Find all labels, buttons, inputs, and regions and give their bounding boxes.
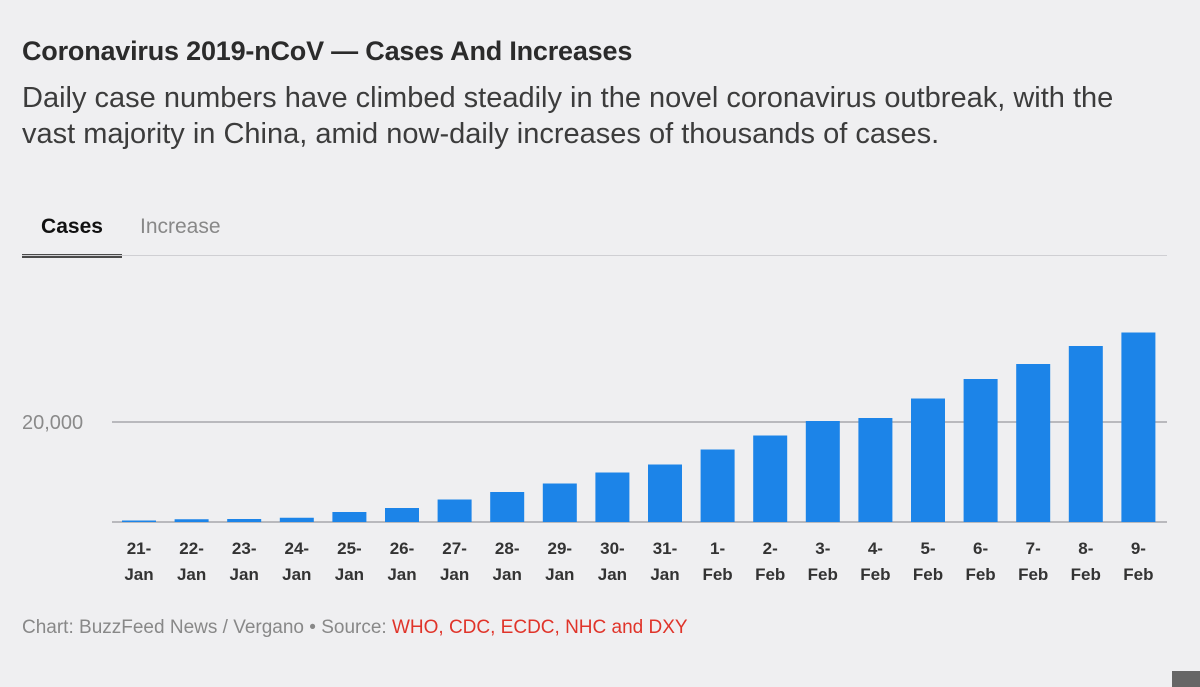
tab-cases[interactable]: Cases [22,212,122,258]
x-tick-label: 6-Feb [965,539,995,584]
bar [437,499,472,522]
bar [805,421,840,522]
bar [963,379,998,522]
source-link[interactable]: WHO, CDC, ECDC, NHC and DXY [391,617,688,638]
y-tick-label: 20,000 [22,412,83,434]
bar [332,512,367,522]
x-tick-label: 28-Jan [493,539,522,584]
x-tick-label: 2-Feb [755,539,785,584]
bar-chart: 20,000 21-Jan 22-Jan 23-Jan 24-Jan 25-Jan 26-J… [22,332,1167,584]
footer-separator: • [303,617,322,638]
x-tick-label: 31-Jan [650,539,679,584]
x-tick-label: 5-Feb [913,539,943,584]
bar [1068,346,1103,522]
chart-subtitle: Daily case numbers have climbed steadily… [22,82,1114,150]
tab-increase[interactable]: Increase [140,215,221,238]
x-tick-label: 7-Feb [1018,539,1048,584]
x-tick-label: 23-Jan [230,539,259,584]
bar [595,472,630,522]
corner-tab [1172,671,1200,687]
x-tick-label: 24-Jan [282,539,311,584]
bar [700,449,735,522]
x-tick-label: 22-Jan [177,539,206,584]
bar [385,508,419,522]
x-tick-label: 30-Jan [598,539,627,584]
x-tick-label: 9-Feb [1123,539,1153,584]
x-tick-label: 4-Feb [860,539,890,584]
tabs-divider [22,255,1167,256]
x-tick-label: 3-Feb [808,539,838,584]
x-tick-label: 26-Jan [387,539,416,584]
chart-credit: Chart: BuzzFeed News / Vergano [22,617,304,638]
bar [648,464,682,522]
source-label: Source: [321,617,392,638]
bar [1121,332,1156,522]
bar [542,483,577,522]
bar [227,519,262,522]
bar [858,418,893,522]
x-tick-label: 8-Feb [1071,539,1101,584]
x-tick-label: 21-Jan [124,539,153,584]
bar [279,517,314,522]
bar [122,520,156,522]
chart-title: Coronavirus 2019-nCoV — Cases And Increa… [22,36,633,66]
bar [1016,364,1051,522]
bar [911,398,945,522]
bar [753,435,788,522]
x-tick-label: 27-Jan [440,539,469,584]
x-tick-label: 1-Feb [702,539,732,584]
x-tick-label: 29-Jan [545,539,574,584]
bar [490,492,525,522]
chart-tabs: Cases Increase [22,212,1167,258]
x-tick-label: 25-Jan [335,539,364,584]
bar [174,519,209,522]
chart-footer: Chart: BuzzFeed News / Vergano • Source:… [22,617,688,639]
